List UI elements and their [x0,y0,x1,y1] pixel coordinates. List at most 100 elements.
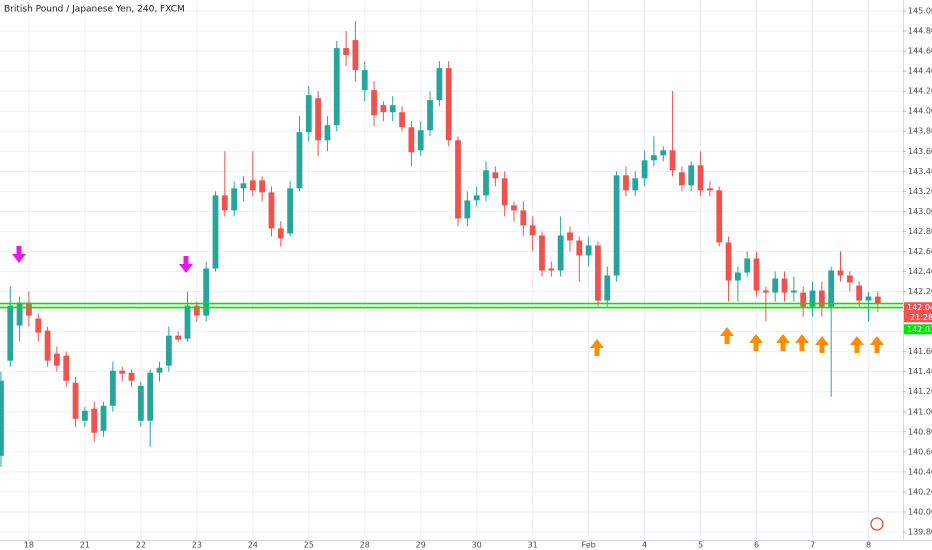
y-tick-label: 141.400 [908,367,932,376]
candle-body [35,318,42,333]
candle-body [641,160,648,179]
candle-body [0,380,4,456]
candle-body [557,235,564,271]
candle-body [651,155,657,161]
candle-body [436,68,443,101]
y-tick-label: 141.600 [908,347,932,356]
candle-body [632,178,639,191]
candle-body [781,278,788,293]
candle-body [389,105,396,113]
y-tick-label: 144.600 [908,47,932,56]
candle-body [846,275,853,283]
candle-body [604,275,611,301]
candle-body [137,385,144,421]
y-tick-label: 140.400 [908,467,932,476]
candle-body [818,290,825,307]
candle-body [790,290,797,293]
y-tick-label: 142.800 [908,227,932,236]
candle-body [445,68,452,141]
candle-body [165,335,172,366]
candle-body [277,228,284,239]
candle-body [54,353,60,366]
candle-body [305,95,312,133]
candle-body [72,382,79,419]
plot-area [0,21,903,467]
candle-body [660,150,667,156]
candle-body [203,268,210,316]
candle-body [427,100,433,131]
candle-body [268,192,275,229]
candle-body [231,188,238,211]
candle-body [520,210,527,226]
x-tick-label: 8 [866,541,871,550]
y-tick-label: 142.600 [908,247,932,256]
candle-body [623,175,629,191]
candle-body [259,180,266,193]
y-tick-label: 140.200 [908,487,932,496]
candle-body [147,372,154,421]
candle-body [576,240,583,256]
candle-body [455,140,461,219]
candle-body [175,335,182,340]
candle-body [100,405,107,431]
y-tick-label: 145.000 [908,7,932,16]
y-tick-label: 143.000 [908,207,932,216]
candle-body [91,408,98,433]
candle-body [856,285,863,301]
candle-body [501,178,508,206]
candle-body [567,232,573,241]
candle-body [492,172,499,179]
x-tick-label: 21 [80,541,90,550]
x-tick-label: 25 [304,541,314,550]
candle-body [585,245,592,256]
candle-body [7,305,14,361]
candle-body [529,225,536,236]
candle-body [128,372,135,381]
x-tick-label: 22 [136,541,146,550]
candle-body [483,170,489,196]
x-tick-label: Feb [582,541,596,550]
candle-body [63,355,70,381]
x-tick-label: 30 [472,541,482,550]
candle-body [249,180,256,191]
candle-body [240,183,247,189]
candle-body [725,242,732,281]
candle-body [408,127,415,153]
candle-body [81,410,88,421]
x-tick-label: 23 [192,541,202,550]
x-tick-label: 28 [360,541,370,550]
countdown-label: 21:28 [910,313,932,322]
x-tick-label: 24 [248,541,258,550]
candle-body [371,90,377,116]
x-tick-label: 5 [698,541,703,550]
candle-body [417,130,424,151]
candle-body [679,172,685,186]
candle-body [119,370,126,374]
candle-body [688,165,695,186]
candle-body [44,330,51,361]
chart-title: British Pound / Japanese Yen, 240, FXCM [4,5,185,15]
y-tick-label: 139.800 [908,527,932,536]
candle-body [753,258,760,291]
candle-body [716,190,723,243]
candle-body [613,175,620,276]
y-tick-label: 142.400 [908,267,932,276]
y-tick-label: 144.800 [908,27,932,36]
y-tick-label: 143.400 [908,167,932,176]
candle-body [874,296,881,304]
candle-body [399,112,405,128]
candle-body [828,270,835,307]
candle-body [184,305,191,339]
last-price-box [904,302,932,323]
candle-body [287,188,294,234]
candle-body [539,235,545,271]
candle-body [221,195,228,211]
candle-body [26,302,32,316]
candle-body [361,70,368,91]
x-tick-label: 4 [642,541,647,550]
x-tick-label: 7 [810,541,815,550]
candle-body [343,48,349,56]
candle-body [837,270,844,276]
x-tick-label: 31 [528,541,538,550]
y-tick-label: 140.800 [908,427,932,436]
